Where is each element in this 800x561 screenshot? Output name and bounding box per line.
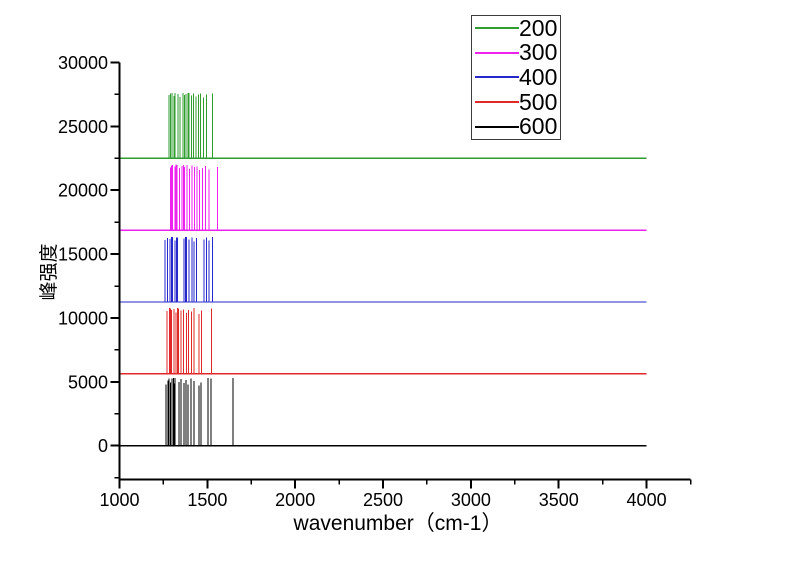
series-600 bbox=[119, 377, 647, 447]
legend-line-sample bbox=[475, 27, 519, 30]
legend: 200 300 400 500 600 bbox=[471, 15, 561, 140]
y-tick-label: 30000 bbox=[58, 53, 108, 73]
x-tick-label: 4000 bbox=[627, 490, 667, 510]
legend-label: 400 bbox=[519, 63, 558, 90]
legend-line-sample bbox=[475, 101, 519, 104]
axes bbox=[110, 61, 692, 489]
x-tick-label: 2000 bbox=[275, 490, 315, 510]
legend-line-sample bbox=[475, 76, 519, 79]
legend-label: 500 bbox=[519, 88, 558, 115]
y-axis-title: 峰强度 bbox=[39, 243, 60, 301]
legend-label: 200 bbox=[519, 14, 558, 41]
legend-item-600: 600 bbox=[472, 114, 560, 139]
x-tick-label: 3000 bbox=[451, 490, 491, 510]
x-tick-label: 1500 bbox=[187, 490, 227, 510]
y-tick-label: 15000 bbox=[58, 245, 108, 265]
y-tick-label: 25000 bbox=[58, 117, 108, 137]
legend-item-300: 300 bbox=[472, 41, 560, 66]
legend-item-200: 200 bbox=[472, 16, 560, 41]
legend-item-500: 500 bbox=[472, 90, 560, 115]
series-400 bbox=[119, 236, 647, 303]
y-tick-label: 0 bbox=[98, 436, 108, 456]
legend-line-sample bbox=[475, 125, 519, 128]
x-axis-title: wavenumber（cm-1） bbox=[293, 512, 503, 535]
series-500 bbox=[119, 308, 647, 375]
series-200 bbox=[119, 92, 647, 159]
y-tick-label: 5000 bbox=[68, 372, 108, 392]
series-300 bbox=[119, 164, 647, 231]
y-tick-label: 20000 bbox=[58, 181, 108, 201]
legend-label: 600 bbox=[519, 113, 558, 140]
x-tick-label: 3500 bbox=[539, 490, 579, 510]
x-tick-label: 2500 bbox=[363, 490, 403, 510]
y-tick-label: 10000 bbox=[58, 308, 108, 328]
legend-line-sample bbox=[475, 51, 519, 54]
legend-label: 300 bbox=[519, 39, 558, 66]
legend-item-400: 400 bbox=[472, 65, 560, 90]
x-tick-label: 1000 bbox=[99, 490, 139, 510]
